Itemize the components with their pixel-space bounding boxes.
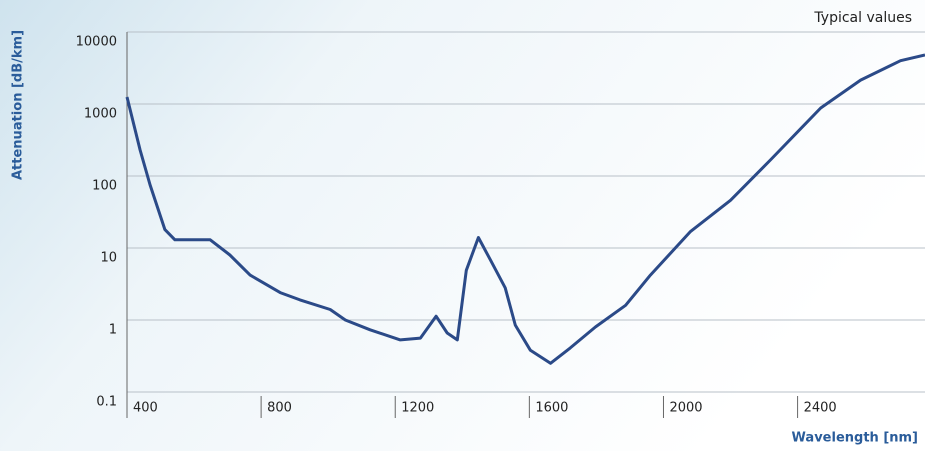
x-tick-label: 2400 (804, 401, 837, 416)
y-tick-label: 10000 (76, 35, 117, 50)
x-tick-label: 1200 (401, 401, 434, 416)
y-tick-label: 10 (100, 251, 117, 266)
y-tick-label: 1000 (84, 107, 117, 122)
y-tick-label: 1 (109, 323, 117, 338)
x-tick-label: 1600 (535, 401, 568, 416)
x-axis-label: Wavelength [nm] (792, 431, 918, 446)
y-tick-label: 100 (92, 179, 117, 194)
y-tick-label: 0.1 (96, 395, 117, 410)
chart-title: Typical values (813, 10, 912, 26)
x-tick-label: 800 (267, 401, 292, 416)
x-tick-label: 2000 (669, 401, 702, 416)
y-axis-label: Attenuation [dB/km] (11, 30, 26, 180)
data-line (125, 53, 925, 365)
x-tick-label: 400 (133, 401, 158, 416)
